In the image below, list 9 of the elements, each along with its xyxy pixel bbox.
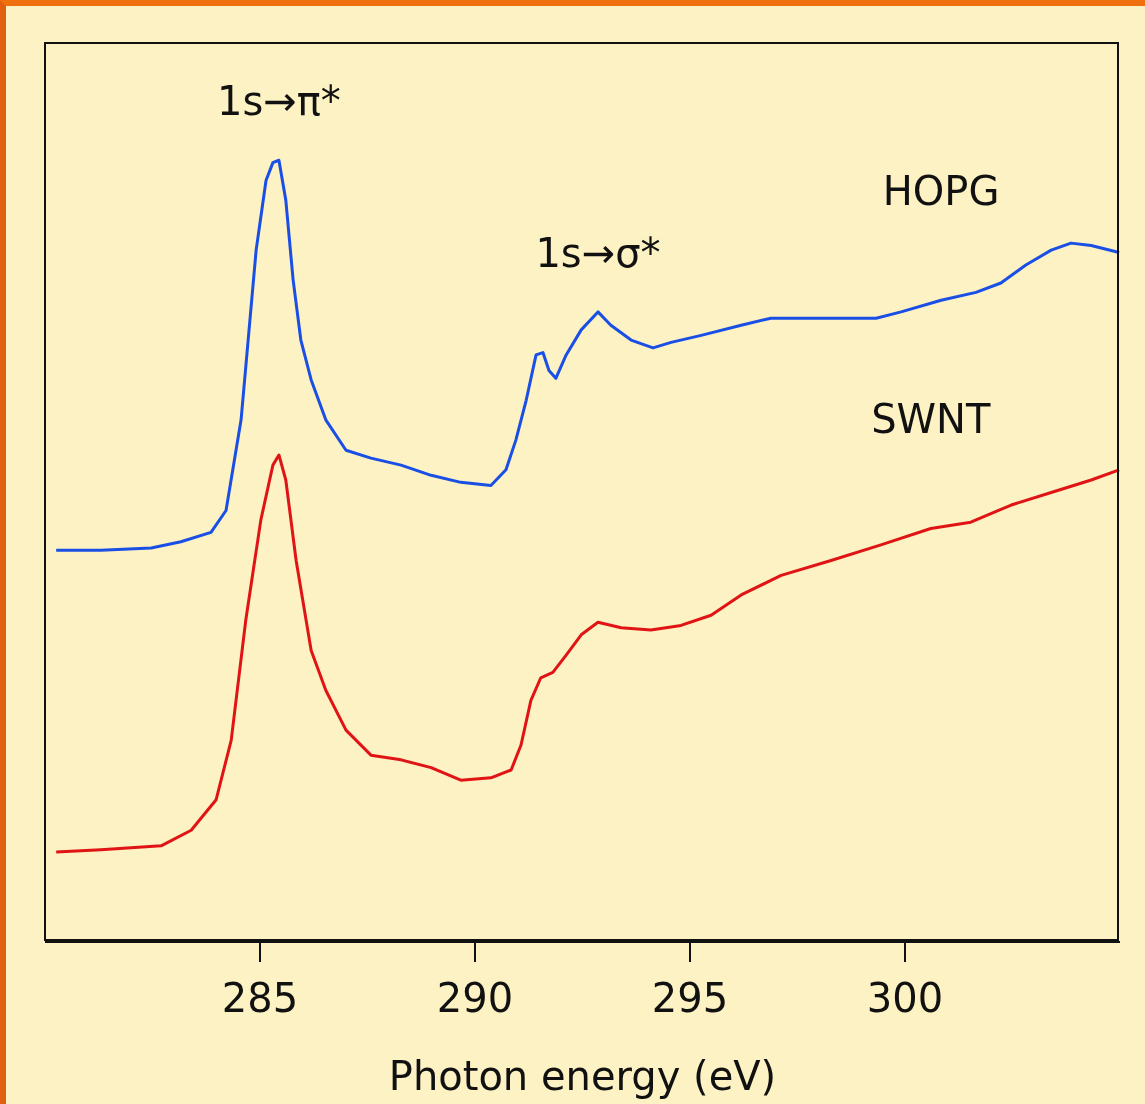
x-tick-label: 290: [436, 975, 514, 1022]
annotation: 1s→σ*: [535, 229, 661, 276]
series-label: SWNT: [871, 396, 992, 443]
x-tick-label: 295: [651, 975, 729, 1022]
x-tick-label: 285: [221, 975, 299, 1022]
x-axis-title: Photon energy (eV): [388, 1053, 777, 1099]
x-tick-label: 300: [866, 975, 944, 1022]
series-label: HOPG: [882, 168, 1000, 215]
annotation: 1s→π*: [216, 78, 341, 125]
